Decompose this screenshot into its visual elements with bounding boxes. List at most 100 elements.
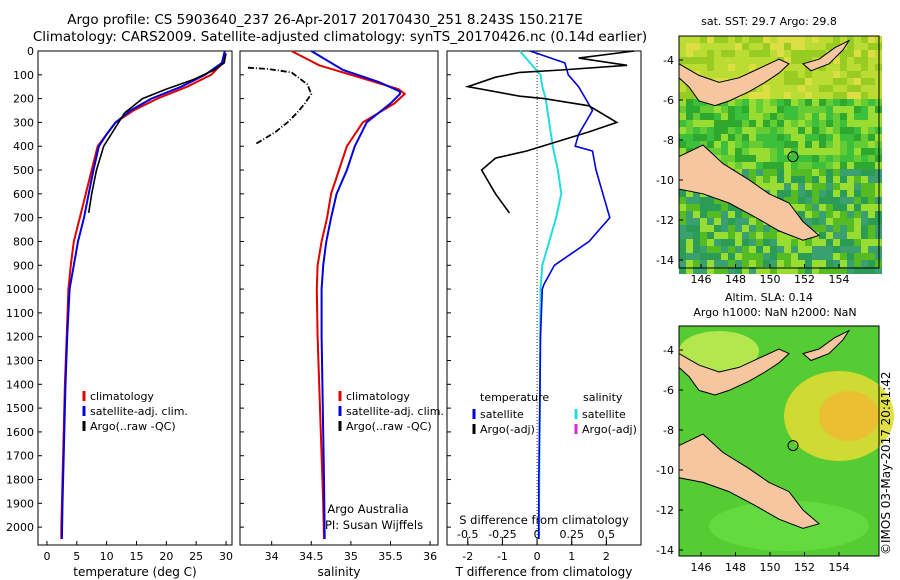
sst-cell (770, 92, 777, 99)
sst-cell (679, 141, 686, 148)
sst-cell (812, 155, 819, 162)
sst-cell (728, 134, 735, 141)
sst-cell (770, 141, 777, 148)
sst-cell (798, 148, 805, 155)
sst-cell (686, 218, 693, 225)
y-tick-label: 1100 (6, 307, 34, 320)
sst-cell (756, 176, 763, 183)
sst-cell (763, 246, 770, 253)
sst-cell (756, 155, 763, 162)
sst-cell (812, 43, 819, 50)
sst-cell (805, 120, 812, 127)
s-tick-label: -0.5 (457, 528, 478, 541)
sst-cell (861, 127, 868, 134)
y-tick-label: 200 (13, 93, 34, 106)
sst-cell (812, 267, 819, 274)
sst-cell (798, 57, 805, 64)
sst-cell (700, 218, 707, 225)
sst-cell (749, 218, 756, 225)
sst-cell (735, 253, 742, 260)
sst-cell (693, 127, 700, 134)
sst-cell (805, 36, 812, 43)
sst-cell (728, 71, 735, 78)
sst-cell (728, 99, 735, 106)
sst-cell (854, 64, 861, 71)
sst-cell (749, 106, 756, 113)
sst-cell (833, 204, 840, 211)
sst-cell (868, 246, 875, 253)
sst-cell (840, 204, 847, 211)
sst-cell (693, 99, 700, 106)
sst-cell (840, 127, 847, 134)
sst-cell (847, 190, 854, 197)
sst-cell (714, 246, 721, 253)
sst-cell (686, 43, 693, 50)
sst-cell (854, 260, 861, 267)
sst-cell (721, 232, 728, 239)
sst-cell (798, 176, 805, 183)
sst-cell (819, 204, 826, 211)
sst-cell (798, 127, 805, 134)
sst-cell (847, 113, 854, 120)
sst-cell (679, 36, 686, 43)
sst-cell (833, 218, 840, 225)
sst-cell (854, 120, 861, 127)
sst-cell (854, 134, 861, 141)
sst-cell (840, 155, 847, 162)
sst-cell (854, 183, 861, 190)
sst-cell (735, 113, 742, 120)
sst-cell (812, 127, 819, 134)
sst-cell (700, 127, 707, 134)
sst-cell (805, 57, 812, 64)
sst-cell (819, 64, 826, 71)
map-x-tick-label: 146 (691, 273, 712, 286)
sst-cell (819, 92, 826, 99)
sst-cell (686, 127, 693, 134)
sst-cell (798, 106, 805, 113)
sst-cell (833, 155, 840, 162)
sst-cell (686, 120, 693, 127)
map-sst-title: sat. SST: 29.7 Argo: 29.8 (701, 15, 837, 28)
sst-cell (679, 134, 686, 141)
sst-cell (833, 141, 840, 148)
sst-cell (826, 253, 833, 260)
sst-cell (749, 225, 756, 232)
sst-cell (777, 239, 784, 246)
sst-cell (819, 190, 826, 197)
sst-cell (868, 43, 875, 50)
series-line-satellite-s (519, 50, 563, 540)
map-y-tick-label: -6 (663, 94, 674, 107)
sst-cell (791, 99, 798, 106)
header-line2: Climatology: CARS2009. Satellite-adjuste… (32, 29, 648, 45)
sst-cell (819, 176, 826, 183)
sst-cell (770, 57, 777, 64)
series-line-satelliteadjclim (60, 50, 226, 540)
sst-cell (742, 120, 749, 127)
sst-cell (735, 36, 742, 43)
sst-cell (700, 260, 707, 267)
sst-cell (686, 267, 693, 274)
sst-cell (819, 36, 826, 43)
sst-cell (854, 99, 861, 106)
sst-cell (749, 232, 756, 239)
sst-cell (805, 43, 812, 50)
sst-cell (700, 113, 707, 120)
sst-cell (777, 190, 784, 197)
sst-cell (819, 120, 826, 127)
sst-cell (819, 197, 826, 204)
sst-cell (847, 78, 854, 85)
sst-cell (693, 57, 700, 64)
sst-cell (812, 260, 819, 267)
sst-cell (868, 211, 875, 218)
sst-cell (686, 113, 693, 120)
sst-cell (742, 148, 749, 155)
sst-cell (770, 155, 777, 162)
map-y-tick-label: -8 (663, 424, 674, 437)
sst-cell (826, 78, 833, 85)
sst-cell (833, 246, 840, 253)
map-x-tick-label: 152 (794, 561, 815, 574)
y-tick-label: 1500 (6, 402, 34, 415)
sst-cell (798, 162, 805, 169)
sst-cell (721, 71, 728, 78)
sst-cell (728, 50, 735, 57)
